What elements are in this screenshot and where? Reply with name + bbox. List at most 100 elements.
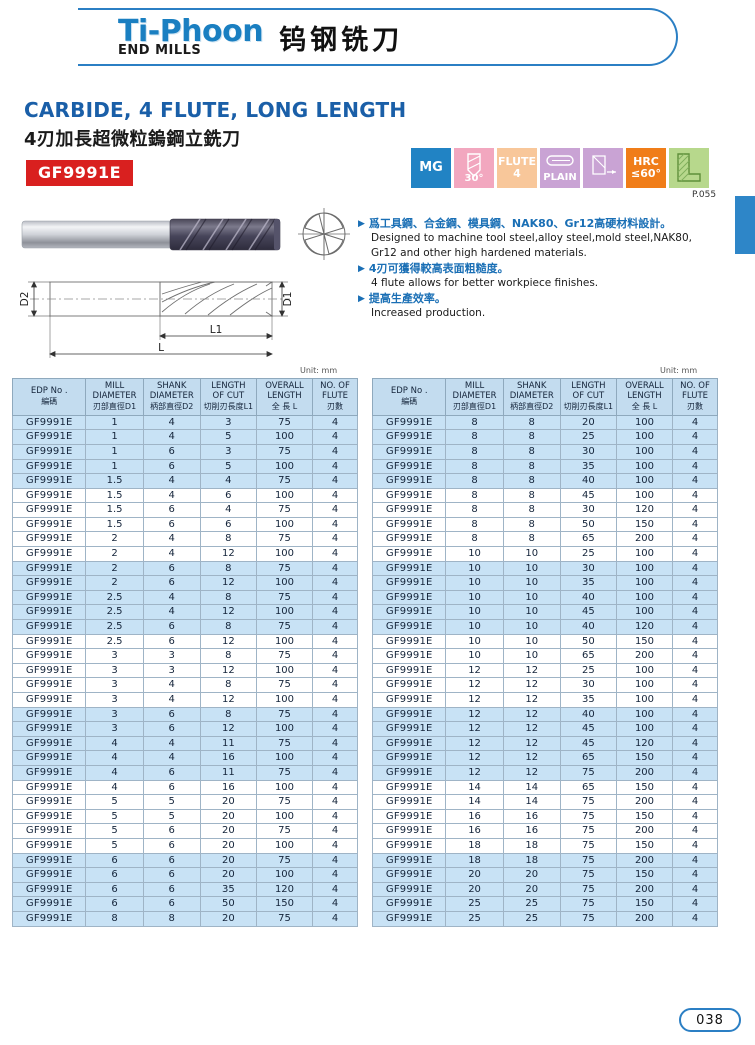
chamfer-icon [583,148,623,188]
cell-oal: 75 [255,823,314,839]
cell-shank: 12 [502,677,561,693]
cell-mill: 10 [445,589,504,606]
cell-oal: 100 [615,589,674,606]
cell-loc: 20 [199,867,257,883]
cell-mill: 4 [85,750,144,766]
section-edge-tab [735,196,755,254]
table-row: GF9991E 8 8 30 100 4 [371,443,718,460]
cell-flute: 4 [672,531,718,548]
header-banner: Ti-Phoon END MILLS 钨钢铣刀 [78,8,678,66]
table-row: GF9991E 18 18 75 150 4 [371,837,718,854]
cell-loc: 40 [559,619,617,635]
th-loc: LENGTH OF CUT 切削刃長度L1 [199,378,257,416]
cell-loc: 5 [199,458,257,475]
cell-edp-no: GF9991E [371,531,447,548]
cell-shank: 12 [502,662,561,679]
cell-shank: 4 [142,677,201,693]
cell-shank: 10 [502,546,561,562]
cell-flute: 4 [312,779,358,796]
cell-oal: 100 [255,604,314,621]
table-row: GF9991E 4 6 16 100 4 [11,779,358,796]
table-row: GF9991E 8 8 50 150 4 [371,516,718,533]
cell-shank: 6 [142,852,201,869]
cell-edp-no: GF9991E [11,910,87,927]
cell-shank: 8 [502,458,561,475]
cell-mill: 12 [445,721,504,737]
cell-loc: 45 [559,604,617,621]
cell-flute: 4 [312,794,358,810]
cell-oal: 100 [615,487,674,504]
cell-edp-no: GF9991E [11,619,87,635]
table-row: GF9991E 3 3 12 100 4 [11,662,358,679]
th-cn-line: 柄部直徑D2 [150,401,194,411]
table-row: GF9991E 3 6 8 75 4 [11,706,358,723]
dim-d2-label: D2 [19,292,31,307]
table-row: GF9991E 16 16 75 200 4 [371,823,718,839]
cell-edp-no: GF9991E [11,867,87,883]
th-en-line: OVERALL [625,381,664,391]
cell-flute: 4 [672,779,718,796]
cell-edp-no: GF9991E [11,414,87,431]
cell-shank: 8 [502,487,561,504]
cell-mill: 6 [85,852,144,869]
feature-text-english: 4 flute allows for better workpiece fini… [371,277,599,289]
table-row: GF9991E 2.5 6 12 100 4 [11,633,358,650]
cell-mill: 10 [445,633,504,650]
cell-flute: 4 [672,429,718,445]
cell-mill: 20 [445,881,504,898]
cell-mill: 3 [85,648,144,664]
cell-shank: 10 [502,648,561,664]
cell-oal: 200 [615,764,674,781]
cell-shank: 4 [142,604,201,621]
table-row: GF9991E 1 4 5 100 4 [11,429,358,445]
cell-flute: 4 [312,458,358,475]
dim-l-label: L [158,342,164,354]
cell-shank: 25 [502,910,561,927]
cell-loc: 35 [199,881,257,898]
cell-oal: 100 [615,473,674,489]
cell-mill: 10 [445,575,504,591]
mg-icon-label: MG [419,160,443,176]
th-shank: SHANK DIAMETER 柄部直徑D2 [502,378,561,416]
cell-edp-no: GF9991E [11,648,87,664]
cell-flute: 4 [672,896,718,912]
spec-table-right: EDP No . 編碼 MILL DIAMETER 刃部直徑D1 SHANK DIAME… [371,378,718,927]
cell-oal: 100 [255,750,314,766]
cell-shank: 4 [142,487,201,504]
cell-flute: 4 [312,575,358,591]
table-row: GF9991E 1.5 6 6 100 4 [11,516,358,533]
cell-shank: 8 [502,473,561,489]
th-en-line: LENGTH [627,390,662,401]
cell-loc: 65 [559,648,617,664]
th-edp: EDP No . 編碼 [371,378,447,416]
th-en-line: DIAMETER [92,390,137,401]
cell-loc: 20 [199,910,257,927]
cell-edp-no: GF9991E [371,604,447,621]
cell-mill: 10 [445,546,504,562]
cell-oal: 120 [615,502,674,518]
table-row: GF9991E 2.5 4 12 100 4 [11,604,358,621]
th-cn-line: 全 長 L [631,401,658,411]
cell-shank: 16 [502,823,561,839]
cell-loc: 8 [199,648,257,664]
cell-edp-no: GF9991E [371,706,447,723]
cell-mill: 8 [445,458,504,475]
cell-shank: 6 [142,560,201,577]
cell-oal: 75 [255,706,314,723]
cell-oal: 100 [615,414,674,431]
cell-loc: 3 [199,443,257,460]
cell-flute: 4 [312,633,358,650]
cell-shank: 10 [502,619,561,635]
cell-edp-no: GF9991E [371,662,447,679]
cell-loc: 35 [559,575,617,591]
cell-loc: 75 [559,910,617,927]
brand-logo: Ti-Phoon END MILLS [118,17,264,58]
cell-shank: 5 [142,794,201,810]
cell-loc: 65 [559,779,617,796]
cell-edp-no: GF9991E [371,458,447,475]
flute-count-icon: FLUTE 4 [497,148,537,188]
table-row: GF9991E 5 5 20 100 4 [11,808,358,825]
bullet-triangle-icon: ▶ [358,293,365,303]
cell-flute: 4 [312,808,358,825]
